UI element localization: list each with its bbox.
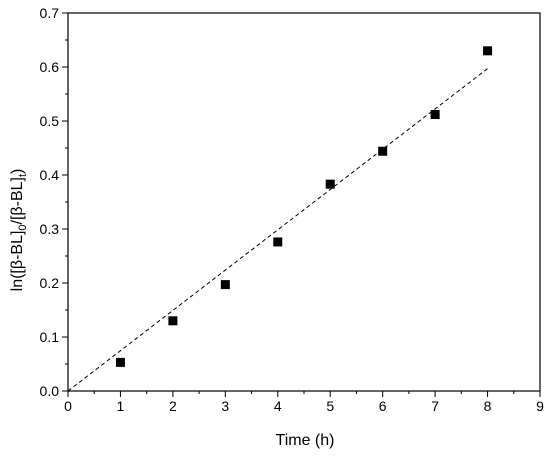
x-tick-label: 6 [379,398,387,414]
y-title-sub-2: t [17,174,29,177]
y-title-part-1: ln([β-BL] [9,231,26,292]
data-point [115,357,125,367]
x-tick-label: 3 [221,398,229,414]
y-tick-label: 0.7 [40,5,60,21]
x-tick-label: 4 [274,398,282,414]
data-point [325,179,335,189]
y-tick-label: 0.6 [40,59,60,75]
x-tick-label: 2 [169,398,177,414]
y-tick-label: 0.0 [40,383,60,399]
data-point [220,280,230,290]
y-title-part-3: ) [9,169,26,174]
ticks: 0 1 2 3 4 5 6 7 8 9 0.0 0.1 0.2 0.3 0.4 0.5 0.6 0.7 [40,5,545,414]
axes [67,12,541,392]
x-axis-title: Time (h) [276,432,335,449]
fit-line [67,68,488,392]
y-tick-label: 0.3 [40,221,60,237]
data-point [378,146,388,156]
data-point [430,110,440,120]
x-tick-label: 7 [431,398,439,414]
y-title-part-2: /[β-BL] [9,177,26,224]
x-tick-label: 5 [326,398,334,414]
y-title-sub-1: 0 [17,224,29,230]
data-points [115,46,493,367]
x-tick-label: 0 [64,398,72,414]
y-axis-title: ln([β-BL]0/[β-BL]t) [9,169,29,292]
data-point [273,237,283,247]
y-tick-label: 0.4 [40,167,60,183]
data-point [483,46,493,56]
x-tick-label: 8 [484,398,492,414]
x-tick-label: 9 [536,398,544,414]
y-tick-label: 0.5 [40,113,60,129]
y-tick-label: 0.1 [40,329,60,345]
data-point [168,316,178,326]
plot-frame [67,12,541,392]
x-tick-label: 1 [117,398,125,414]
y-tick-label: 0.2 [40,275,60,291]
